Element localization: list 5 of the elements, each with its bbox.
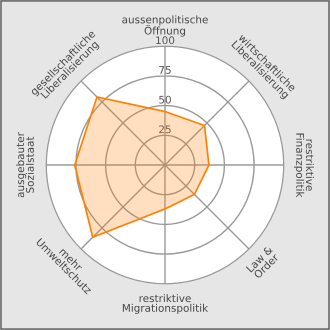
y-tick-label: 100 (156, 36, 174, 44)
spoke-label: restriktive Finanzpolitik (294, 134, 314, 198)
spoke-label: restriktive Migrationspolitik (122, 294, 208, 314)
spoke-label: ausgebauter Sozialstaat (16, 132, 34, 198)
spoke-label: aussenpolitische Öffnung (122, 15, 208, 37)
